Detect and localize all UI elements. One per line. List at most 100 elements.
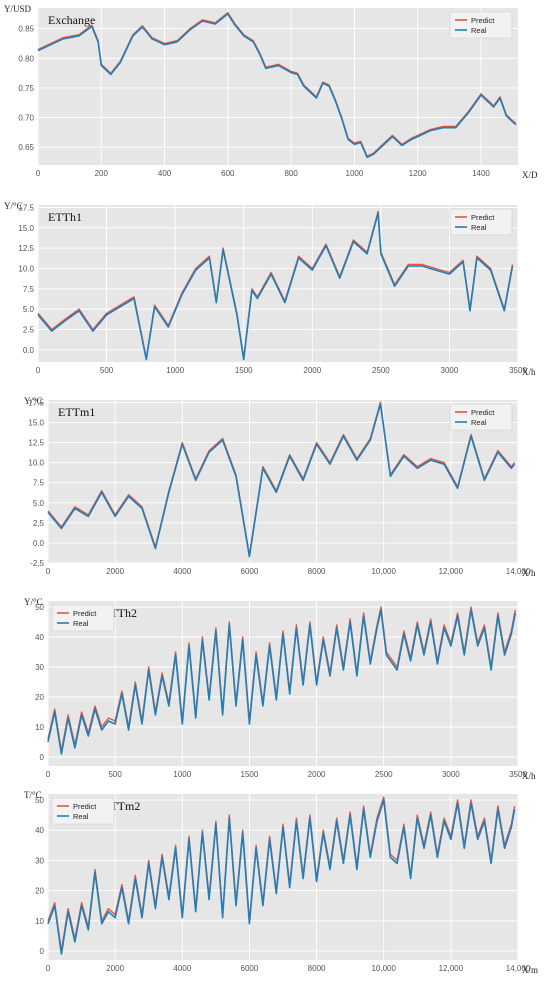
x-tick-label: 0 (46, 964, 51, 973)
y-tick-label: 30 (35, 663, 44, 672)
chart-panel-3: -2.5 0.0 2.5 5.0 7.5 10.0 12.5 15.0 17.5 0 2000 400… (24, 396, 536, 578)
x-tick-label: 6000 (241, 964, 259, 973)
panel-title: Exchange (48, 13, 95, 27)
series-line-real (47, 799, 516, 955)
legend-label-real: Real (73, 812, 89, 821)
chart-panel-5: 0 10 20 30 40 50 0 2000 4000 6000 8000 10,000 12,000… (24, 790, 538, 975)
x-axis-label: X/m (522, 965, 538, 975)
x-tick-label: 14,000 (506, 964, 531, 973)
x-tick-label: 0 (46, 770, 51, 779)
x-tick-label: 3000 (442, 770, 460, 779)
y-tick-label: 12.5 (28, 439, 44, 448)
x-tick-label: 3500 (509, 366, 527, 375)
panel-title: ETTm1 (58, 405, 95, 419)
y-tick-label: 0 (40, 947, 45, 956)
series-line-real (47, 609, 517, 755)
x-axis-label: X/D (522, 170, 538, 180)
legend-label-real: Real (471, 223, 487, 232)
y-axis-label: T/°C (24, 790, 42, 800)
x-tick-label: 8000 (308, 567, 326, 576)
x-tick-label: 2000 (308, 770, 326, 779)
series-line-real (47, 403, 516, 558)
plot-area (48, 400, 518, 563)
x-tick-label: 200 (95, 169, 109, 178)
y-tick-label: 40 (35, 826, 44, 835)
y-axis-label: Y/°C (4, 201, 23, 211)
y-tick-label: 0.70 (18, 114, 34, 123)
panel-title: ETTh1 (48, 210, 82, 224)
y-tick-label: 7.5 (23, 285, 35, 294)
x-axis-label: X/h (522, 367, 536, 377)
x-tick-label: 2000 (106, 964, 124, 973)
x-axis-label: X/h (522, 771, 536, 781)
series-line-real (37, 212, 514, 361)
x-tick-label: 1200 (409, 169, 427, 178)
y-tick-label: 10.0 (18, 264, 34, 273)
legend-label-predict: Predict (471, 408, 495, 417)
y-tick-label: 7.5 (33, 479, 45, 488)
x-tick-label: 400 (158, 169, 172, 178)
legend-label-real: Real (471, 418, 487, 427)
x-tick-label: 2500 (372, 366, 390, 375)
y-tick-label: 0.75 (18, 84, 34, 93)
series-line-predict (47, 401, 516, 556)
y-tick-label: 10 (35, 723, 44, 732)
y-tick-label: 0.85 (18, 25, 34, 34)
series-line-predict (37, 210, 514, 359)
x-tick-label: 6000 (241, 567, 259, 576)
plot-area (38, 8, 518, 165)
y-tick-label: 17.5 (28, 398, 44, 407)
y-tick-label: 10 (35, 917, 44, 926)
x-tick-label: 1000 (166, 366, 184, 375)
x-tick-label: 800 (284, 169, 298, 178)
x-tick-label: 4000 (173, 567, 191, 576)
plot-area (48, 794, 518, 960)
y-tick-label: 0.0 (33, 539, 45, 548)
legend-box (51, 797, 115, 825)
y-tick-label: 2.5 (23, 325, 35, 334)
legend-label-real: Real (471, 26, 487, 35)
x-tick-label: 500 (108, 770, 122, 779)
legend-label-predict: Predict (73, 802, 97, 811)
y-tick-label: 10.0 (28, 459, 44, 468)
x-tick-label: 14,000 (506, 567, 531, 576)
y-tick-label: 0.0 (23, 346, 35, 355)
legend-label-predict: Predict (471, 16, 495, 25)
x-tick-label: 500 (100, 366, 114, 375)
y-tick-label: 17.5 (18, 203, 34, 212)
x-tick-label: 8000 (308, 964, 326, 973)
x-tick-label: 12,000 (439, 964, 464, 973)
y-tick-label: 2.5 (33, 519, 45, 528)
legend-label-predict: Predict (73, 609, 97, 618)
y-tick-label: 15.0 (28, 418, 44, 427)
legend-box (51, 604, 115, 632)
plot-area (38, 205, 518, 362)
y-axis-label: Y/USD (4, 4, 32, 14)
legend-box (449, 208, 513, 236)
y-tick-label: -2.5 (30, 559, 44, 568)
y-tick-label: 50 (35, 603, 44, 612)
series-line-real (37, 13, 517, 159)
x-tick-label: 3500 (509, 770, 527, 779)
x-tick-label: 1000 (346, 169, 364, 178)
y-tick-label: 5.0 (33, 499, 45, 508)
y-tick-label: 0 (40, 753, 45, 762)
legend-label-predict: Predict (471, 213, 495, 222)
y-tick-label: 0.65 (18, 143, 34, 152)
series-line-predict (37, 11, 517, 157)
x-tick-label: 1500 (235, 366, 253, 375)
plot-area (48, 601, 518, 766)
x-tick-label: 4000 (173, 964, 191, 973)
y-tick-label: 5.0 (23, 305, 35, 314)
y-tick-label: 0.80 (18, 54, 34, 63)
x-tick-label: 1000 (173, 770, 191, 779)
y-tick-label: 12.5 (18, 244, 34, 253)
y-axis-label: Y/°C (24, 396, 43, 406)
legend-box (449, 403, 513, 431)
legend-label-real: Real (73, 619, 89, 628)
x-tick-label: 1500 (241, 770, 259, 779)
